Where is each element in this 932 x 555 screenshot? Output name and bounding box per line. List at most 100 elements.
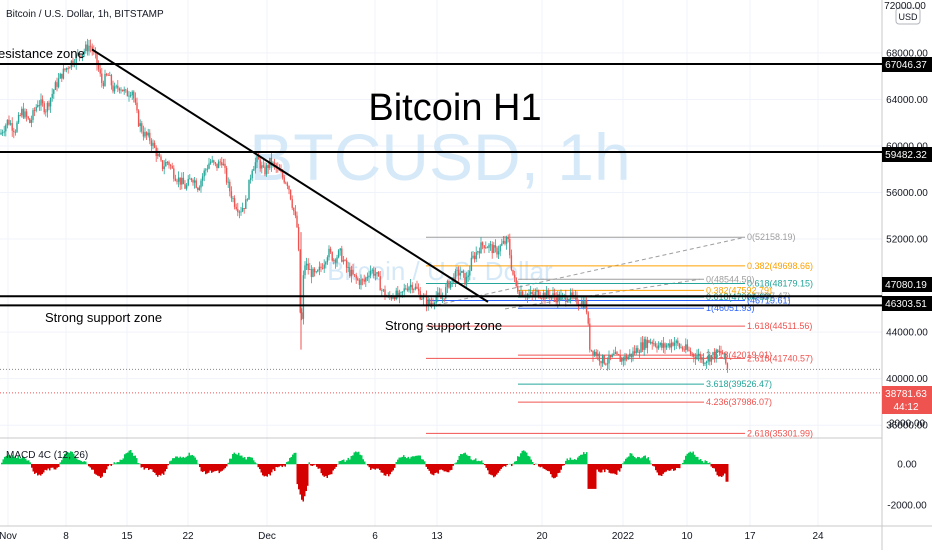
candle-body	[44, 103, 45, 112]
macd-bar	[195, 458, 197, 465]
macd-bar	[628, 456, 630, 464]
candle-body	[596, 352, 597, 356]
badge-support-2[interactable]: 46303.51	[882, 296, 932, 311]
macd-bar	[597, 464, 599, 470]
macd-bar	[714, 464, 716, 468]
macd-bar	[354, 452, 356, 464]
candle-body	[343, 260, 344, 262]
macd-bar	[91, 464, 93, 470]
candle-body	[471, 258, 472, 271]
candle-body	[648, 340, 649, 343]
macd-bar	[270, 464, 272, 475]
macd-bar	[178, 458, 180, 465]
candle-body	[10, 123, 11, 124]
candle-body	[421, 299, 422, 300]
macd-bar	[657, 464, 659, 473]
candle-body	[413, 289, 414, 290]
macd-bar	[106, 464, 108, 469]
candle-body	[200, 181, 201, 188]
candle-body	[186, 185, 187, 188]
candle-body	[328, 249, 329, 257]
candle-body	[167, 162, 168, 163]
macd-title[interactable]: MACD 4C (12, 26)	[6, 450, 88, 461]
candle-body	[461, 271, 462, 273]
support-zone-label-center[interactable]: Strong support zone	[385, 318, 502, 333]
badge-last-price[interactable]: 38781.63 44:12	[882, 386, 932, 414]
candle-body	[63, 69, 64, 79]
macd-bar	[489, 464, 491, 474]
macd-bar	[48, 464, 50, 469]
candle-body	[407, 289, 408, 291]
macd-bar	[619, 464, 621, 472]
macd-bar	[403, 455, 405, 464]
candle-body	[250, 178, 251, 180]
badge-support-1[interactable]: 47080.19	[882, 277, 932, 292]
macd-bar	[478, 461, 480, 465]
macd-bar	[486, 464, 488, 468]
candle-body	[629, 354, 630, 357]
macd-bar	[253, 460, 255, 464]
candle-body	[674, 343, 675, 346]
macd-bar	[649, 460, 651, 464]
candle-body	[224, 164, 225, 168]
candle-body	[415, 287, 416, 289]
macd-bar	[310, 464, 312, 465]
badge-resistance-2[interactable]: 59482.32	[882, 147, 932, 162]
support-zone-label-left[interactable]: Strong support zone	[45, 310, 162, 325]
macd-bar	[529, 456, 531, 464]
candle-body	[330, 249, 331, 252]
macd-bar	[144, 464, 146, 470]
symbol-title[interactable]: Bitcoin / U.S. Dollar, 1h, BITSTAMP	[6, 9, 164, 20]
candle-body	[463, 271, 464, 273]
candle-body	[216, 164, 217, 168]
macd-bar	[477, 461, 479, 464]
candle-body	[444, 298, 445, 299]
macd-bar	[208, 464, 210, 473]
candle-body	[588, 312, 589, 323]
candle-body	[556, 297, 557, 302]
resistance-zone-label[interactable]: esistance zone	[0, 46, 85, 61]
candle-body	[128, 96, 129, 97]
candle-body	[229, 182, 230, 191]
candle-body	[375, 274, 376, 276]
candle-body	[615, 352, 616, 354]
candle-body	[164, 166, 165, 169]
candle-body	[724, 354, 725, 355]
macd-bar	[49, 464, 51, 470]
macd-bar	[265, 464, 267, 476]
time-tick-label: 24	[812, 531, 824, 542]
macd-bar	[436, 464, 438, 473]
candle-body	[618, 354, 619, 355]
candle-body	[16, 123, 17, 132]
macd-bar	[589, 464, 591, 489]
macd-bar	[250, 457, 252, 464]
candle-body	[668, 344, 669, 346]
candle-body	[68, 68, 69, 69]
candle-body	[410, 285, 411, 287]
currency-label[interactable]: USD	[898, 12, 918, 22]
macd-bar	[232, 454, 234, 464]
macd-bar	[660, 464, 662, 475]
macd-bar	[117, 462, 119, 464]
candle-body	[511, 255, 512, 270]
candle-body	[327, 257, 328, 262]
candle-body	[42, 99, 43, 103]
candle-body	[133, 92, 134, 99]
macd-bar	[462, 454, 464, 464]
candle-body	[103, 83, 104, 86]
candle-body	[7, 120, 8, 125]
candle-body	[664, 343, 665, 347]
chart-title[interactable]: Bitcoin H1	[368, 87, 541, 129]
macd-bar	[130, 450, 132, 464]
candle-body	[197, 188, 198, 190]
candle-body	[696, 356, 697, 359]
macd-bar	[238, 453, 240, 464]
macd-bar	[415, 456, 417, 464]
badge-resistance-1[interactable]: 67046.37	[882, 57, 932, 72]
macd-bar	[220, 464, 222, 472]
macd-bar	[441, 464, 443, 470]
macd-bar	[634, 457, 636, 464]
macd-bar	[624, 461, 626, 464]
macd-bar	[630, 453, 632, 464]
